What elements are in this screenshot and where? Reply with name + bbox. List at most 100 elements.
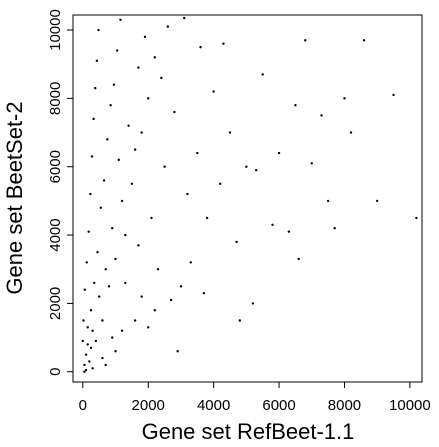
point	[235, 240, 238, 244]
point	[97, 28, 100, 32]
point	[287, 230, 291, 233]
point	[137, 66, 140, 69]
point	[179, 285, 183, 288]
point	[251, 302, 255, 305]
point	[205, 216, 209, 220]
point	[320, 114, 323, 117]
point	[297, 257, 300, 261]
point	[169, 298, 173, 302]
point	[228, 131, 232, 134]
point	[120, 199, 124, 203]
point	[94, 86, 97, 90]
plot-frame	[72, 14, 423, 383]
point	[186, 192, 189, 196]
point	[95, 59, 99, 62]
point	[183, 16, 186, 20]
point	[104, 268, 107, 271]
point	[84, 353, 88, 356]
point	[89, 309, 93, 312]
point	[114, 257, 117, 261]
point	[133, 319, 137, 322]
point	[117, 158, 120, 162]
point	[93, 281, 96, 285]
y-tick-label: 10000	[47, 9, 64, 51]
point	[92, 117, 95, 121]
point	[114, 350, 117, 353]
point	[196, 151, 199, 155]
x-tick-label: 2000	[132, 397, 165, 414]
point	[326, 199, 330, 203]
point	[85, 261, 88, 264]
point	[81, 339, 85, 343]
point	[107, 285, 111, 288]
point	[91, 367, 94, 370]
point	[89, 346, 93, 350]
point	[271, 223, 274, 227]
point	[90, 155, 94, 158]
point	[101, 319, 104, 322]
point	[153, 56, 156, 59]
point	[111, 227, 114, 230]
point	[86, 326, 89, 329]
point	[102, 179, 106, 182]
point	[97, 295, 101, 298]
point	[133, 148, 137, 151]
point	[189, 261, 192, 264]
point	[362, 39, 366, 42]
point	[104, 363, 107, 367]
x-tick-label: 4000	[197, 397, 230, 414]
point	[86, 343, 89, 346]
point	[212, 90, 215, 93]
point	[83, 363, 86, 367]
point	[343, 97, 346, 100]
point	[261, 73, 264, 76]
point	[83, 370, 86, 373]
point	[160, 76, 163, 80]
y-tick-label: 8000	[47, 82, 64, 115]
point	[140, 131, 143, 134]
x-tick-label: 8000	[328, 397, 361, 414]
point	[199, 45, 202, 49]
x-tick-label: 0	[79, 397, 87, 414]
point	[147, 326, 150, 329]
point	[222, 42, 225, 45]
point	[310, 162, 313, 165]
point	[124, 233, 127, 237]
point	[83, 288, 86, 291]
point	[254, 168, 258, 172]
point	[143, 35, 147, 39]
point	[124, 281, 127, 285]
point	[304, 39, 307, 42]
point	[91, 329, 94, 332]
x-tick-label: 6000	[262, 397, 295, 414]
point	[166, 25, 170, 28]
point	[94, 339, 98, 343]
point	[140, 295, 143, 298]
point	[109, 104, 112, 107]
point	[294, 104, 297, 107]
point	[333, 227, 336, 230]
point	[163, 165, 166, 168]
point	[375, 199, 379, 203]
point	[392, 93, 395, 97]
point	[101, 356, 104, 360]
y-tick-label: 4000	[47, 218, 64, 251]
point	[156, 268, 160, 271]
point	[277, 151, 281, 155]
point	[150, 216, 153, 220]
point	[153, 309, 156, 312]
point	[349, 131, 353, 134]
point	[137, 244, 140, 247]
point	[173, 110, 176, 114]
y-tick-label: 0	[47, 368, 64, 376]
point	[415, 216, 418, 220]
point	[99, 206, 103, 209]
x-axis-label: Gene set RefBeet-1.1	[142, 419, 355, 444]
y-tick-label: 2000	[47, 287, 64, 320]
y-axis-label: Gene set BeetSet-2	[2, 101, 27, 294]
point	[119, 18, 122, 21]
point	[218, 182, 222, 186]
point	[89, 192, 92, 196]
